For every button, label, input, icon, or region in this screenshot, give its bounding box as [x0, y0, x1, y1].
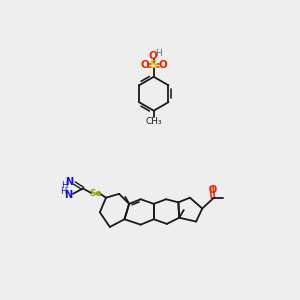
- Text: S: S: [150, 60, 158, 70]
- Text: O: O: [140, 60, 149, 70]
- Text: H: H: [61, 181, 68, 190]
- Text: H: H: [155, 49, 162, 58]
- Text: Se: Se: [89, 189, 101, 198]
- Text: CH₃: CH₃: [146, 117, 162, 126]
- Text: O: O: [159, 60, 167, 70]
- Text: N: N: [65, 176, 73, 187]
- Text: N: N: [64, 190, 72, 200]
- Text: O: O: [208, 185, 216, 195]
- Text: O: O: [148, 51, 158, 61]
- Text: H: H: [60, 187, 66, 196]
